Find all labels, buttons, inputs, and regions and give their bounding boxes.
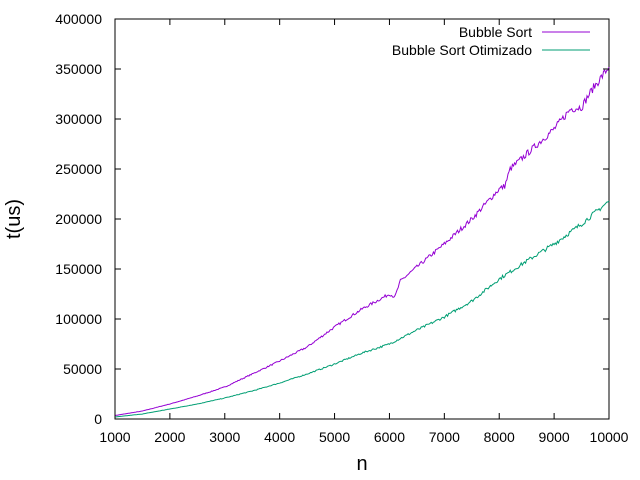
- y-tick-label: 250000: [55, 161, 102, 177]
- x-axis-ticks: 1000 2000 3000 4000 5000 6000 7000 8000 9000 1000…: [99, 19, 629, 445]
- y-axis-title: t(us): [3, 199, 25, 239]
- x-tick-label: 2000: [154, 429, 185, 445]
- x-tick-label: 4000: [264, 429, 295, 445]
- y-tick-label: 400000: [55, 11, 102, 27]
- x-axis-title: n: [356, 453, 367, 475]
- legend-label-bubble-sort-otimizado: Bubble Sort Otimizado: [392, 42, 532, 58]
- series-layer: [114, 66, 610, 418]
- series-line-bubble-sort-otimizado: [114, 200, 610, 418]
- plot-frame: [114, 18, 610, 420]
- x-tick-label: 5000: [319, 429, 350, 445]
- legend-label-bubble-sort: Bubble Sort: [459, 24, 532, 40]
- x-tick-label: 9000: [539, 429, 570, 445]
- legend: Bubble Sort Bubble Sort Otimizado: [392, 24, 590, 58]
- y-tick-label: 0: [94, 411, 102, 427]
- y-tick-label: 350000: [55, 61, 102, 77]
- y-tick-label: 50000: [63, 361, 102, 377]
- x-tick-label: 3000: [209, 429, 240, 445]
- plot-area: [114, 18, 610, 420]
- x-tick-label: 6000: [374, 429, 405, 445]
- x-tick-label: 8000: [484, 429, 515, 445]
- y-tick-label: 150000: [55, 261, 102, 277]
- y-tick-label: 300000: [55, 111, 102, 127]
- series-line-bubble-sort: [114, 66, 610, 416]
- legend-entry-bubble-sort: Bubble Sort: [459, 24, 590, 40]
- x-tick-label: 7000: [429, 429, 460, 445]
- legend-entry-bubble-sort-otimizado: Bubble Sort Otimizado: [392, 42, 590, 58]
- y-axis-ticks: 0 50000 100000 150000 200000 250000 300000 3500…: [55, 11, 609, 427]
- y-tick-label: 200000: [55, 211, 102, 227]
- y-tick-label: 100000: [55, 311, 102, 327]
- x-tick-label: 1000: [99, 429, 130, 445]
- x-tick-label: 10000: [590, 429, 629, 445]
